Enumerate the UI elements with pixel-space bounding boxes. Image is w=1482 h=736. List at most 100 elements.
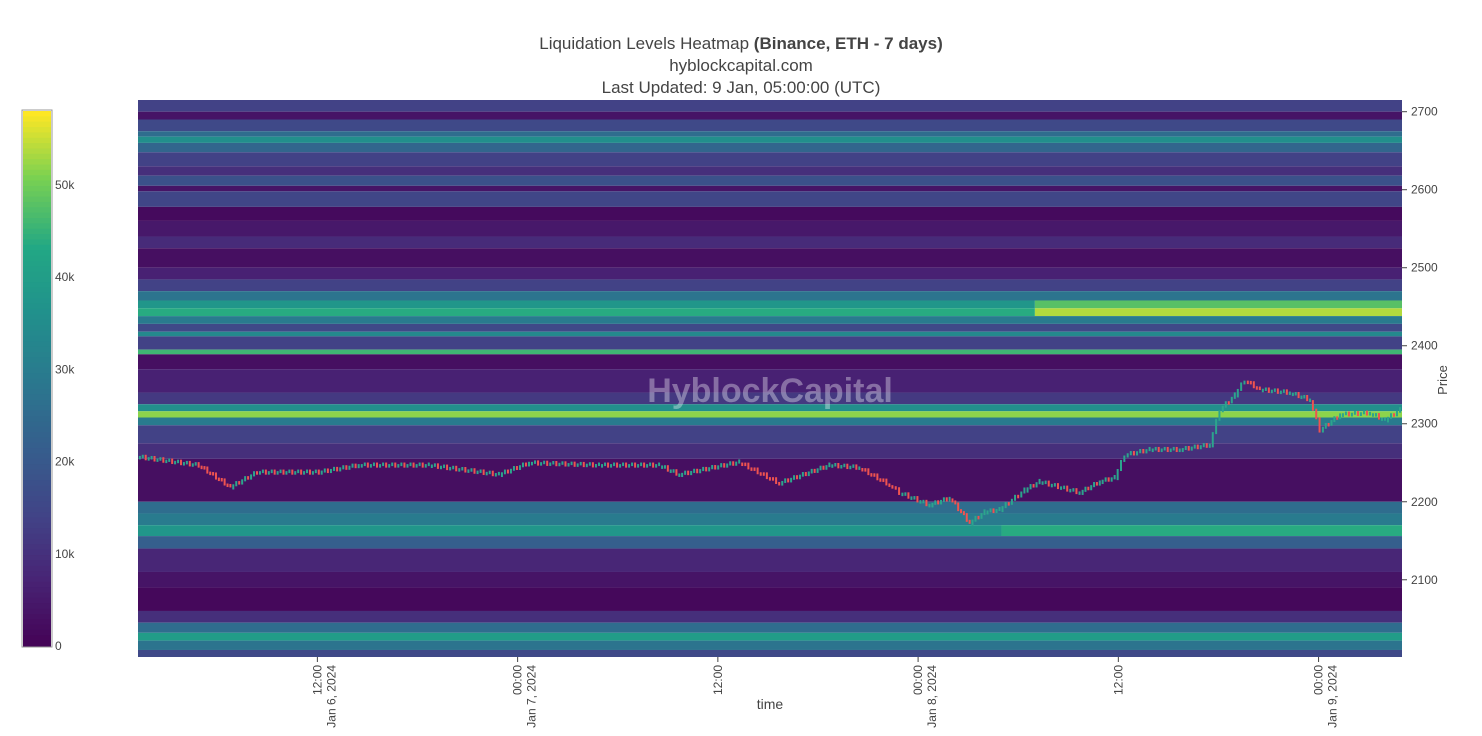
price-candle [261,469,264,474]
price-candle [1020,491,1023,498]
colorbar-segment [23,159,51,166]
colorbar-segment [23,287,51,294]
colorbar-segment [23,346,51,353]
price-candle [747,462,750,470]
price-candle [768,477,771,481]
colorbar-segment [23,474,51,482]
x-tick-label: 12:00 [711,665,725,695]
price-candle [983,509,986,516]
colorbar-segment [23,565,51,573]
y-tick-label: 2700 [1411,105,1438,119]
price-candle [1230,396,1233,404]
price-candle [714,465,717,470]
colorbar-segment [23,555,51,562]
price-candle [1252,381,1255,389]
price-candle [750,467,753,471]
heatmap-band [138,331,1402,337]
price-candle [951,498,954,503]
colorbar-segment [23,528,51,535]
price-candle [342,465,345,470]
price-candle [530,461,533,466]
price-candle [320,470,323,475]
heatmap-band [138,404,1402,412]
heatmap-band [138,354,1402,370]
price-candle [524,462,527,467]
price-candle [308,469,311,475]
price-candle [1169,448,1172,453]
price-candle [226,483,229,488]
price-candle [579,461,582,466]
last-updated: Last Updated: 9 Jan, 05:00:00 (UTC) [601,78,881,97]
heatmap-band [138,632,1402,641]
price-candle [232,484,235,490]
price-candle [852,464,855,468]
price-candle [948,496,951,502]
colorbar-segment [23,432,51,439]
colorbar-segment [23,175,51,182]
price-candle [879,478,882,482]
colorbar-segment [23,169,51,177]
price-candle [1069,488,1072,493]
price-candle [1072,488,1075,492]
price-candle [876,473,879,481]
price-candle [619,464,622,468]
x-tick-date: Jan 6, 2024 [324,665,338,728]
price-candle [1344,411,1347,416]
price-candle [753,467,756,471]
colorbar-segment [23,560,51,567]
price-candle [726,463,729,468]
price-candle [1139,448,1142,454]
colorbar-segment [23,271,51,278]
colorbar-segment [23,111,51,118]
price-candle [702,466,705,472]
colorbar-segment [23,533,51,540]
price-candle [962,511,965,516]
colorbar-segment [23,485,51,492]
price-candle [174,460,177,465]
price-candle [264,469,267,475]
price-candle [382,462,385,467]
price-candle [1353,411,1356,415]
price-candle [1172,446,1175,451]
price-candle [1154,446,1157,451]
colorbar-segment [23,415,51,423]
heatmap-band [138,166,1402,176]
price-candle [625,462,628,468]
price-candle [515,466,518,470]
price-candle [279,469,282,474]
heatmap-band [138,349,1402,355]
price-candle [1333,416,1336,423]
price-candle [306,469,309,474]
price-candle [729,461,732,466]
colorbar-segment [23,180,51,187]
price-candle [622,462,625,467]
price-candle [138,455,141,460]
price-candle [336,466,339,472]
price-candle [406,464,409,468]
price-candle [1110,477,1113,482]
price-candle [1276,388,1279,394]
price-candle [503,469,506,475]
price-candle [910,496,913,500]
price-candle [1233,392,1236,399]
colorbar-segment [23,383,51,391]
price-candle [1368,411,1371,416]
price-candle [561,461,564,465]
price-candle [546,460,549,466]
title-bold: (Binance, ETH - 7 days) [753,34,943,53]
price-candle [1104,477,1107,482]
colorbar-segment [23,298,51,305]
price-candle [980,513,983,519]
price-candle [1101,479,1104,485]
price-candle [855,464,858,470]
price-candle [1035,482,1038,488]
colorbar-segment [23,480,51,487]
heatmap-band [138,649,1402,657]
price-candle [1386,416,1389,423]
price-candle [1294,391,1297,396]
price-candle [1374,413,1377,417]
price-candle [191,463,194,467]
price-candle [555,461,558,467]
price-candle [1084,486,1087,492]
